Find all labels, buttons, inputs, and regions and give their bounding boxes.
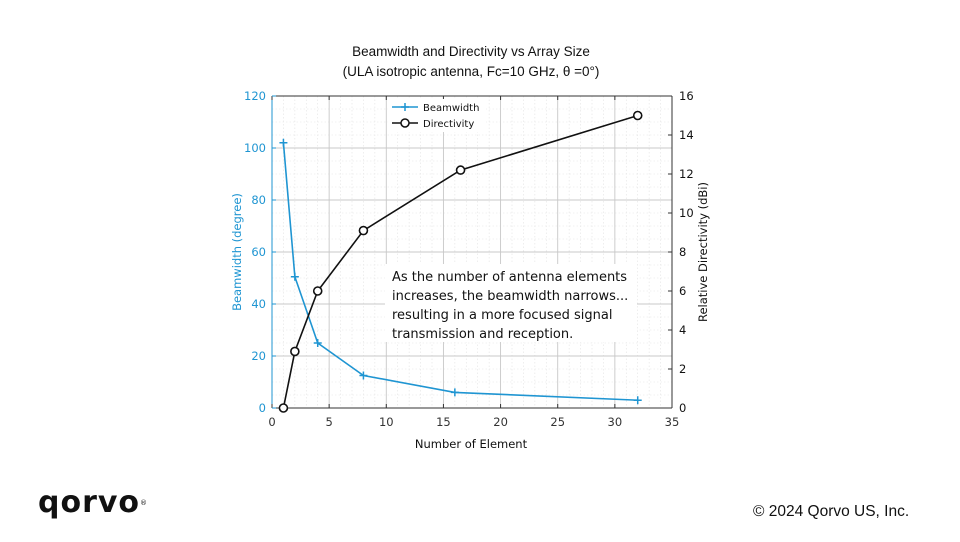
- logo-text: qorvo: [38, 485, 141, 520]
- x-tick-label: 25: [550, 415, 565, 429]
- y-left-axis-label: Beamwidth (degree): [230, 193, 244, 311]
- beamwidth-point: [290, 272, 299, 281]
- chart-subtitle: (ULA isotropic antenna, Fc=10 GHz, θ =0°…: [343, 64, 600, 79]
- y-right-axis-label: Relative Directivity (dBi): [696, 182, 710, 322]
- directivity-point: [632, 110, 643, 121]
- x-tick-label: 30: [608, 415, 623, 429]
- annotation-line-1: As the number of antenna elements: [392, 270, 627, 285]
- annotation-line-2: increases, the beamwidth narrows...: [392, 289, 628, 304]
- beamwidth-point: [633, 396, 642, 405]
- annotation-box: As the number of antenna elements increa…: [385, 264, 637, 342]
- y-left-tick-label: 0: [259, 401, 266, 415]
- y-right-tick-label: 4: [679, 323, 686, 337]
- x-tick-label: 20: [493, 415, 508, 429]
- legend-beamwidth-label: Beamwidth: [423, 103, 479, 114]
- beamwidth-point: [313, 339, 322, 347]
- beamwidth-point: [279, 138, 288, 147]
- directivity-point: [455, 165, 466, 175]
- chart-title: Beamwidth and Directivity vs Array Size: [352, 44, 590, 59]
- directivity-point: [312, 286, 323, 296]
- x-tick-label: 10: [379, 415, 394, 429]
- grid: [272, 96, 672, 408]
- beamwidth-series-line: [282, 142, 638, 401]
- y-right-tick-label: 6: [679, 284, 686, 298]
- legend-directivity-marker: [400, 118, 410, 128]
- y-left-tick-label: 100: [244, 141, 266, 155]
- qorvo-logo: qorvo®: [38, 488, 148, 518]
- beamwidth-point: [359, 371, 368, 380]
- x-tick-label: 0: [268, 415, 275, 429]
- y-left-tick-label: 40: [251, 297, 266, 311]
- annotation-line-4: transmission and reception.: [392, 327, 573, 342]
- y-left-tick-label: 20: [251, 349, 266, 363]
- series-group: [278, 110, 643, 413]
- directivity-point: [290, 346, 300, 357]
- y-right-tick-label: 14: [679, 128, 694, 142]
- copyright-notice: © 2024 Qorvo US, Inc.: [753, 503, 910, 520]
- y-right-tick-label: 2: [679, 362, 686, 376]
- y-right-tick-label: 10: [679, 206, 694, 220]
- y-right-tick-label: 16: [679, 89, 694, 103]
- logo-registered-mark: ®: [140, 499, 149, 507]
- directivity-series-line: [282, 114, 638, 409]
- legend-beamwidth-marker: [401, 103, 409, 111]
- annotation-background: [385, 264, 637, 342]
- x-tick-label: 5: [325, 415, 332, 429]
- y-right-tick-label: 0: [679, 401, 686, 415]
- x-tick-label: 15: [436, 415, 451, 429]
- directivity-point: [278, 403, 289, 413]
- legend-directivity-label: Directivity: [423, 119, 474, 130]
- legend: Beamwidth Directivity: [388, 99, 486, 132]
- directivity-point: [358, 225, 369, 236]
- x-tick-label: 35: [665, 415, 680, 429]
- x-axis-label: Number of Element: [415, 437, 528, 451]
- y-right-tick-label: 8: [679, 245, 686, 259]
- y-right-tick-label: 12: [679, 167, 694, 181]
- axis-ticks: 0 5 10 15 20 25 30 3502040608010012002468101214…: [244, 89, 694, 429]
- annotation-line-3: resulting in a more focused signal: [392, 308, 612, 323]
- beamwidth-point: [450, 388, 459, 397]
- y-left-tick-label: 120: [244, 89, 266, 103]
- y-left-tick-label: 60: [251, 245, 266, 259]
- y-left-tick-label: 80: [251, 193, 266, 207]
